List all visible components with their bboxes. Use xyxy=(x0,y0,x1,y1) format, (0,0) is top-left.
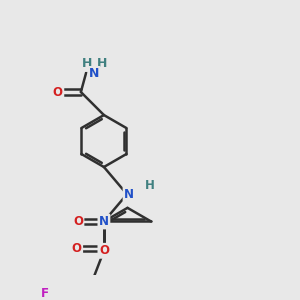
Text: N: N xyxy=(99,215,109,228)
Text: O: O xyxy=(72,242,82,255)
Text: H: H xyxy=(97,57,107,70)
Text: N: N xyxy=(124,188,134,201)
Text: N: N xyxy=(89,68,100,80)
Text: H: H xyxy=(145,179,155,192)
Text: H: H xyxy=(82,57,92,70)
Text: F: F xyxy=(41,287,49,300)
Text: O: O xyxy=(99,244,109,257)
Text: O: O xyxy=(73,215,83,228)
Text: O: O xyxy=(53,85,63,98)
